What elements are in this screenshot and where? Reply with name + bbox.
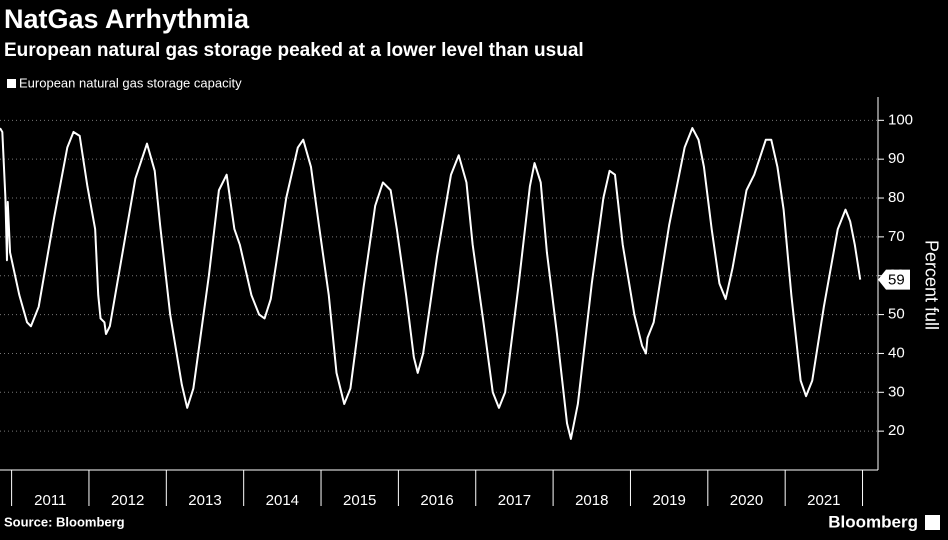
x-tick-label: 2020 — [730, 492, 763, 509]
y-axis-label: Percent full — [921, 240, 941, 330]
brand: Bloomberg — [828, 512, 918, 531]
y-tick-label: 50 — [888, 306, 905, 323]
x-tick-label: 2013 — [188, 492, 221, 509]
legend-swatch — [7, 79, 16, 88]
y-tick-label: 30 — [888, 383, 905, 400]
x-tick-label: 2015 — [343, 492, 376, 509]
x-tick-label: 2019 — [652, 492, 685, 509]
x-tick-label: 2021 — [807, 492, 840, 509]
y-tick-label: 20 — [888, 422, 905, 439]
y-tick-label: 100 — [888, 111, 913, 128]
x-tick-label: 2016 — [420, 492, 453, 509]
x-tick-label: 2011 — [34, 492, 66, 509]
x-tick-label: 2018 — [575, 492, 608, 509]
data-line — [0, 127, 862, 440]
y-tick-label: 90 — [888, 150, 905, 167]
y-tick-label: 80 — [888, 189, 905, 206]
x-tick-label: 2014 — [266, 492, 299, 509]
chart-title: NatGas Arrhythmia — [4, 4, 250, 34]
y-tick-label: 70 — [888, 228, 905, 245]
last-value-tag — [878, 269, 910, 290]
x-tick-label: 2017 — [498, 492, 531, 509]
legend-label: European natural gas storage capacity — [19, 75, 242, 90]
x-tick-label: 2012 — [111, 492, 144, 509]
chart-subtitle: European natural gas storage peaked at a… — [4, 40, 584, 61]
brand-icon — [925, 515, 940, 530]
y-tick-label: 40 — [888, 344, 905, 361]
source: Source: Bloomberg — [4, 514, 125, 529]
last-value-label: 59 — [888, 272, 905, 289]
